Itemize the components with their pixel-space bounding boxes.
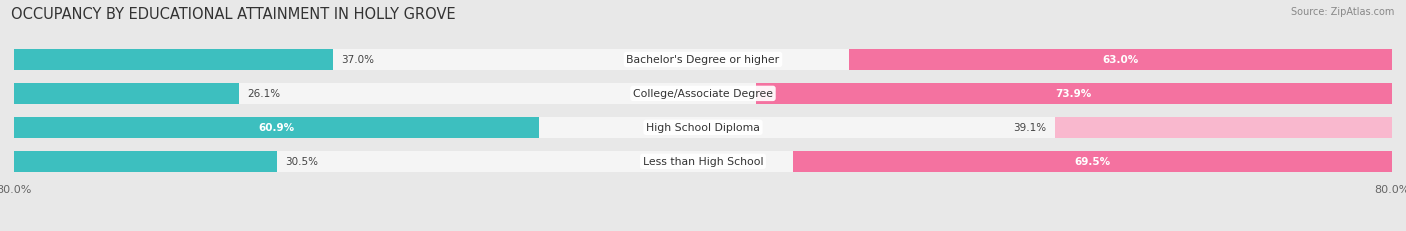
Text: 60.9%: 60.9%	[259, 123, 294, 133]
Bar	[14, 117, 1392, 138]
Text: Source: ZipAtlas.com: Source: ZipAtlas.com	[1291, 7, 1395, 17]
Bar	[14, 83, 1392, 104]
Bar	[14, 117, 538, 138]
Bar	[1056, 117, 1392, 138]
Bar	[14, 50, 1392, 71]
Text: Bachelor's Degree or higher: Bachelor's Degree or higher	[627, 55, 779, 65]
Bar	[14, 50, 333, 71]
Bar	[14, 151, 277, 172]
Text: 73.9%: 73.9%	[1056, 89, 1092, 99]
Text: High School Diploma: High School Diploma	[647, 123, 759, 133]
Bar	[793, 151, 1392, 172]
Text: OCCUPANCY BY EDUCATIONAL ATTAINMENT IN HOLLY GROVE: OCCUPANCY BY EDUCATIONAL ATTAINMENT IN H…	[11, 7, 456, 22]
Text: 30.5%: 30.5%	[285, 157, 318, 167]
Text: 37.0%: 37.0%	[342, 55, 374, 65]
Bar	[755, 83, 1392, 104]
Text: College/Associate Degree: College/Associate Degree	[633, 89, 773, 99]
Text: 39.1%: 39.1%	[1014, 123, 1046, 133]
Text: Less than High School: Less than High School	[643, 157, 763, 167]
Bar	[14, 151, 1392, 172]
Text: 26.1%: 26.1%	[247, 89, 281, 99]
Text: 69.5%: 69.5%	[1074, 157, 1111, 167]
Bar	[849, 50, 1392, 71]
Bar	[14, 83, 239, 104]
Text: 63.0%: 63.0%	[1102, 55, 1139, 65]
